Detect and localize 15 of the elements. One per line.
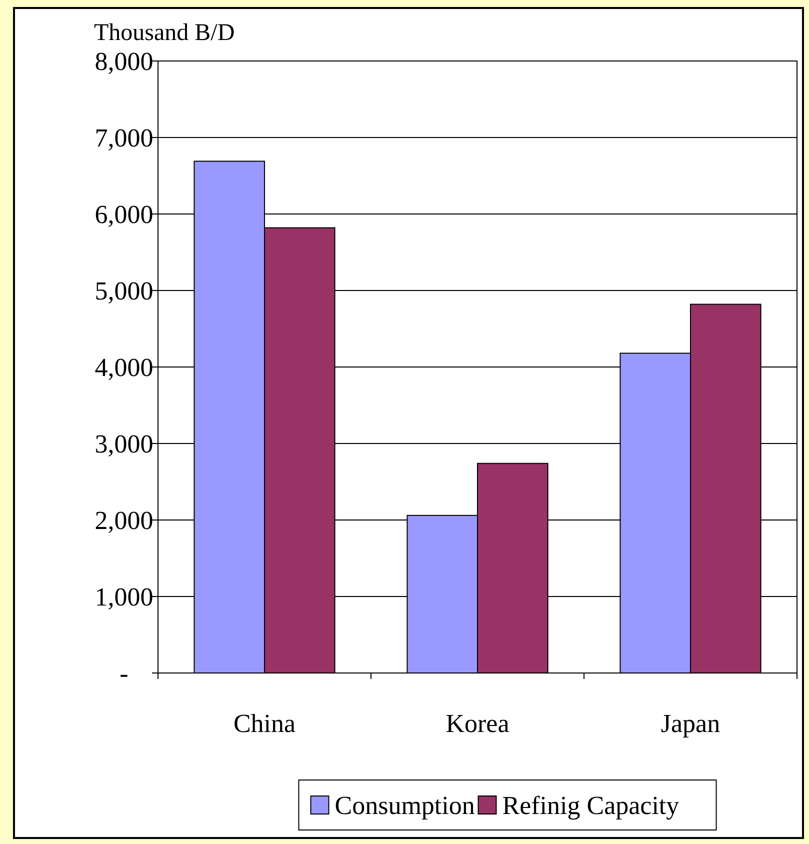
y-tick-label: 1,000	[94, 582, 154, 612]
y-tick-label: -	[120, 659, 128, 688]
x-tick-label: China	[233, 709, 296, 738]
legend-label: Consumption	[334, 791, 475, 820]
y-tick-label: 6,000	[94, 200, 154, 230]
y-tick-label: 8,000	[94, 47, 154, 76]
y-tick-label: 7,000	[94, 124, 154, 153]
x-tick-label: Korea	[446, 709, 510, 738]
legend-label: Refinig Capacity	[502, 791, 680, 820]
y-tick-label: 3,000	[94, 430, 154, 459]
x-tick-label: Japan	[660, 709, 720, 738]
y-tick-label: 5,000	[94, 276, 154, 306]
y-axis-title: Thousand B/D	[94, 20, 235, 46]
y-tick-label: 2,000	[94, 506, 154, 536]
y-tick-label: 4,000	[94, 353, 154, 382]
